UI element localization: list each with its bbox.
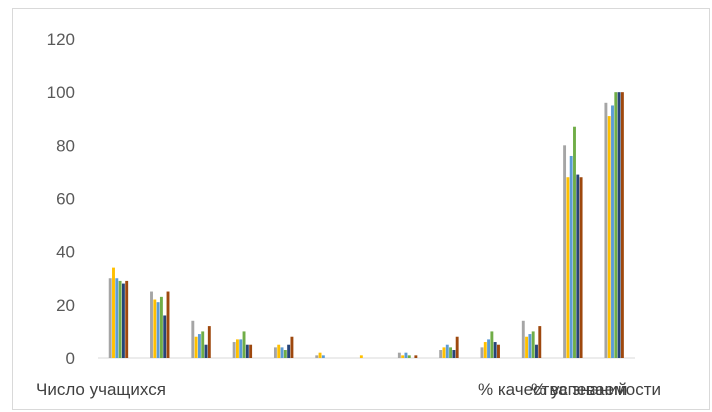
bar-series-1-cat-3 [191, 320, 195, 358]
bar-series-2-cat-3 [194, 336, 198, 358]
bar-series-2-cat-10 [483, 342, 487, 358]
bar-series-1-cat-11 [521, 320, 525, 358]
bar-series-4-cat-11 [531, 331, 535, 358]
bar-series-2-cat-11 [525, 336, 529, 358]
bar-series-4-cat-13 [614, 92, 618, 359]
bar-series-1-cat-5 [273, 347, 277, 358]
bar-series-2-cat-1 [112, 267, 115, 358]
bar-series-6-cat-13 [620, 92, 624, 359]
x-axis-category-labels: Число учащихся % качества знаний% успевае… [36, 380, 661, 399]
bar-series-5-cat-2 [163, 315, 167, 358]
bar-series-2-cat-6 [318, 352, 322, 358]
bar-series-4-cat-10 [490, 331, 494, 358]
bar-series-6-cat-9 [455, 336, 459, 358]
y-tick-label: 40 [56, 243, 75, 262]
bar-series-3-cat-8 [404, 352, 408, 358]
x-category-label: % успеваемости [531, 380, 661, 399]
bar-series-3-cat-3 [197, 334, 201, 358]
bar-series-5-cat-13 [617, 92, 621, 359]
y-tick-label: 80 [56, 136, 75, 155]
bar-series-1-cat-12 [563, 145, 567, 358]
bar-series-4-cat-12 [573, 126, 576, 358]
bar-series-1-cat-10 [480, 347, 484, 358]
bar-series-6-cat-11 [538, 326, 542, 358]
bar-series-4-cat-2 [159, 296, 163, 358]
bar-series-3-cat-1 [115, 278, 119, 358]
bar-series-6-cat-1 [125, 280, 129, 358]
bar-series-4-cat-9 [449, 347, 453, 358]
bar-series-3-cat-9 [445, 344, 449, 358]
bar-series-3-cat-12 [569, 155, 573, 358]
bar-series-3-cat-5 [280, 347, 284, 358]
bar-series-5-cat-10 [493, 342, 497, 358]
bar-series-6-cat-5 [290, 336, 294, 358]
bar-series-1-cat-1 [108, 278, 112, 358]
bar-series-1-cat-9 [439, 350, 443, 358]
bar-series-4-cat-5 [283, 350, 287, 358]
bar-series-5-cat-11 [535, 344, 538, 358]
x-category-label: % качества знаний [478, 380, 627, 399]
bar-series-5-cat-9 [452, 350, 456, 358]
y-tick-label: 100 [47, 83, 75, 102]
bar-series-5-cat-4 [245, 344, 249, 358]
bar-series-3-cat-2 [156, 302, 160, 358]
bar-series-5-cat-1 [121, 283, 125, 358]
bar-series-6-cat-12 [579, 177, 583, 358]
bar-series-3-cat-10 [487, 339, 491, 358]
bar-series-3-cat-6 [321, 355, 325, 358]
bar-series-2-cat-12 [566, 177, 570, 358]
bar-series-6-cat-8 [414, 355, 418, 358]
bar-series-2-cat-9 [442, 347, 446, 358]
bar-series-4-cat-4 [242, 331, 246, 358]
bar-series-3-cat-4 [239, 339, 243, 358]
bar-series-2-cat-13 [607, 116, 611, 358]
bar-series-5-cat-12 [576, 174, 580, 358]
bar-series-3-cat-11 [528, 334, 532, 358]
bar-series-5-cat-5 [287, 344, 291, 358]
bar-series-6-cat-4 [249, 344, 253, 358]
bar-series-2-cat-4 [235, 339, 239, 358]
bar-series-6-cat-2 [166, 291, 170, 358]
x-category-label: Число учащихся [36, 380, 166, 399]
bar-series-2-cat-8 [401, 355, 405, 358]
bar-series-2-cat-7 [359, 355, 363, 358]
chart-frame: 0 20 40 60 80 100 120 Число учащихся % качества… [12, 8, 710, 410]
bar-series-1-cat-2 [150, 291, 153, 358]
bar-series-1-cat-4 [232, 342, 236, 358]
bars [108, 92, 624, 359]
bar-series-3-cat-13 [611, 105, 614, 359]
bar-series-6-cat-3 [207, 326, 211, 358]
bar-series-2-cat-5 [277, 344, 281, 358]
y-tick-label: 60 [56, 190, 75, 209]
y-tick-label: 20 [56, 296, 75, 315]
bar-series-4-cat-8 [407, 355, 411, 358]
bar-series-1-cat-8 [397, 352, 401, 358]
y-axis-ticks: 0 20 40 60 80 100 120 [47, 30, 75, 368]
bar-series-1-cat-13 [604, 102, 608, 358]
bar-series-1-cat-6 [315, 355, 319, 358]
bar-series-2-cat-2 [153, 299, 157, 358]
bar-series-6-cat-10 [497, 344, 500, 358]
bar-chart: 0 20 40 60 80 100 120 Число учащихся % качества… [36, 30, 661, 399]
bar-series-5-cat-3 [204, 344, 208, 358]
y-tick-label: 0 [66, 349, 75, 368]
bar-series-4-cat-1 [118, 280, 122, 358]
y-tick-label: 120 [47, 30, 75, 49]
bar-series-4-cat-3 [201, 331, 205, 358]
